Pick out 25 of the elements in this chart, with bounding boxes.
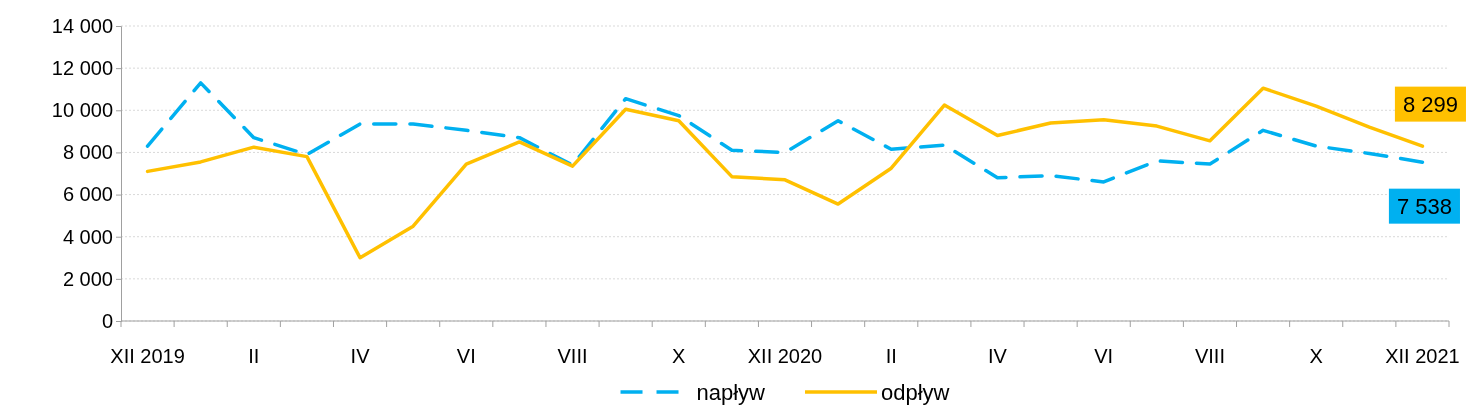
x-tick-label: II xyxy=(248,345,260,367)
y-tick-label: 10 000 xyxy=(51,99,113,122)
y-tick-label: 8 000 xyxy=(62,141,113,164)
legend-label: odpływ xyxy=(881,379,950,405)
y-tick-label: 0 xyxy=(101,309,113,332)
y-tick-label: 2 000 xyxy=(62,267,113,290)
y-tick-label: 12 000 xyxy=(51,57,113,80)
y-tick-label: 6 000 xyxy=(62,183,113,206)
data-label: 7 538 xyxy=(1396,193,1452,219)
x-tick-label: VI xyxy=(1094,345,1114,367)
x-tick-label: X xyxy=(1309,345,1323,367)
x-tick-label: XII 2020 xyxy=(747,345,823,367)
x-tick-label: IV xyxy=(988,345,1008,367)
data-label: 8 299 xyxy=(1402,91,1458,117)
legend-label: napływ xyxy=(696,379,766,405)
x-tick-label: IV xyxy=(350,345,371,367)
y-tick-label: 4 000 xyxy=(62,225,113,248)
x-tick-label: XII 2021 xyxy=(1385,345,1460,367)
x-tick-label: II xyxy=(885,345,897,367)
x-tick-label: VIII xyxy=(557,345,588,367)
x-tick-label: VIII xyxy=(1194,345,1225,367)
x-tick-label: X xyxy=(672,345,686,367)
x-tick-label: VI xyxy=(456,345,476,367)
y-tick-label: 14 000 xyxy=(51,14,113,37)
x-tick-label: XII 2019 xyxy=(110,345,185,367)
